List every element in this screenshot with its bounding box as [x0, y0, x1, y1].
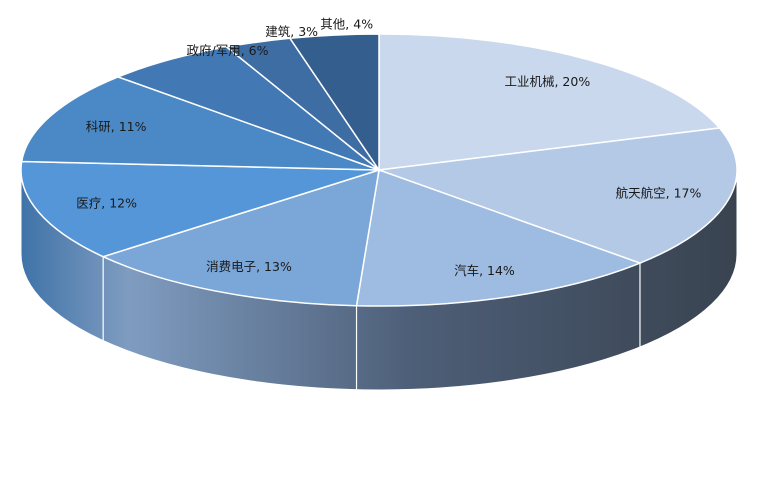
pie-slice-label-3: 消费电子, 13%	[206, 259, 292, 274]
pie-slice-6	[115, 46, 380, 171]
pie-slice-2	[355, 168, 643, 307]
pie-top-layer	[20, 33, 738, 307]
pie-slice-5	[20, 76, 380, 171]
pie-slice-label-0: 工业机械, 20%	[504, 74, 590, 89]
pie-slice-label-6: 政府/军用, 6%	[186, 43, 268, 58]
pie-slice-1	[378, 127, 738, 264]
pie-slice-0	[378, 33, 721, 171]
pie-slice-4	[20, 160, 380, 258]
pie-slice-label-8: 其他, 4%	[320, 16, 373, 31]
pie-slice-label-1: 航天航空, 17%	[616, 186, 702, 201]
pie-label-layer: 工业机械, 20% 航天航空, 17% 汽车, 14% 消费电子, 13% 医疗, 12…	[76, 16, 701, 278]
pie-slice-label-4: 医疗, 12%	[76, 196, 137, 211]
pie-slice-3	[101, 168, 380, 307]
pie-slice-label-2: 汽车, 14%	[454, 263, 515, 278]
pie-slice-label-5: 科研, 11%	[86, 119, 147, 134]
pie-slice-8	[288, 33, 380, 173]
pie-slice-label-7: 建筑, 3%	[265, 24, 318, 39]
